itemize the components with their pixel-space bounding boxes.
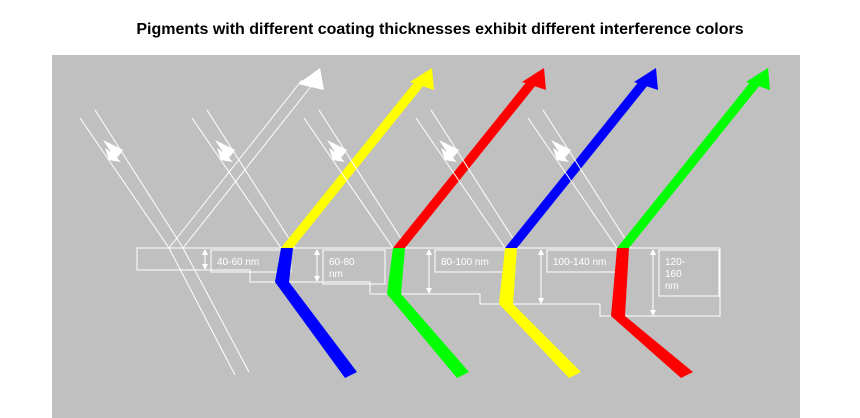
marker-head [650, 249, 656, 255]
marker-head [426, 288, 432, 294]
incoming-arrow [439, 140, 459, 162]
thickness-label: 120- [665, 257, 685, 268]
marker-head [314, 249, 320, 255]
marker-head [202, 249, 208, 255]
transmitted-beam [168, 247, 236, 376]
reflected-beam [168, 79, 303, 249]
coating-layer [136, 247, 721, 317]
transmitted-beam [499, 304, 581, 378]
incoming-beam [303, 117, 394, 249]
incoming-arrow [551, 140, 571, 162]
incoming-beam [430, 109, 520, 249]
thickness-label: 160 [665, 269, 682, 280]
marker-head [314, 276, 320, 282]
incoming-beam [318, 109, 408, 249]
transmitted-beam [611, 316, 693, 378]
layer-beam [275, 248, 293, 282]
reflected-beam [505, 80, 652, 248]
incoming-arrow [215, 140, 235, 162]
incoming-arrow [327, 140, 347, 162]
thickness-label: nm [329, 269, 343, 280]
thickness-label: 60-80 [329, 257, 355, 268]
incoming-beam [94, 109, 184, 249]
marker-head [538, 298, 544, 304]
incoming-beam [527, 117, 618, 249]
layer-beam [611, 248, 629, 316]
transmitted-beam [387, 294, 469, 378]
label-box [658, 249, 720, 297]
panel [52, 55, 800, 418]
reflected-arrow [746, 68, 770, 90]
incoming-beam [79, 117, 170, 249]
incoming-beam [542, 109, 632, 249]
label-box [322, 249, 386, 285]
marker-head [538, 249, 544, 255]
transmitted-beam [275, 282, 357, 378]
transmitted-beam [182, 247, 250, 373]
marker-head [426, 249, 432, 255]
incoming-arrow [103, 140, 123, 162]
layer-beam [387, 248, 405, 294]
reflected-beam [281, 80, 428, 248]
marker-head [202, 264, 208, 270]
reflected-beam [182, 79, 317, 249]
layer-beam [499, 248, 517, 304]
marker-head [650, 310, 656, 316]
reflected-arrow [298, 68, 324, 90]
incoming-beam [415, 117, 506, 249]
reflected-beam [393, 80, 540, 248]
title: Pigments with different coating thicknes… [136, 21, 743, 38]
thickness-label: 100-140 nm [553, 257, 606, 268]
incoming-beam [206, 109, 296, 249]
reflected-arrow [522, 68, 546, 90]
thickness-label: 40-60 nm [217, 257, 259, 268]
reflected-arrow [634, 68, 658, 90]
thickness-label: 80-100 nm [441, 257, 489, 268]
reflected-arrow [410, 68, 434, 90]
thickness-label: nm [665, 281, 679, 292]
incoming-beam [191, 117, 282, 249]
reflected-beam [617, 80, 764, 248]
